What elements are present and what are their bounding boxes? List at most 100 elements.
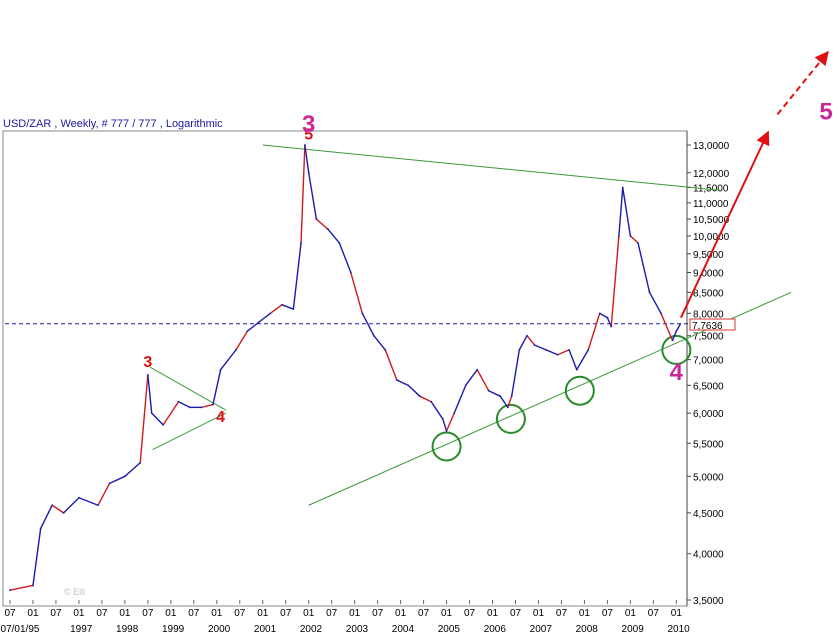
- y-tick-label: 5,0000: [693, 472, 724, 483]
- x-month-label: 01: [441, 608, 453, 619]
- series-segment: [618, 187, 624, 237]
- series-point: [139, 461, 142, 464]
- x-month-label: 01: [533, 608, 545, 619]
- series-segment: [476, 369, 490, 392]
- series-segment: [510, 349, 521, 397]
- series-segment: [281, 304, 294, 310]
- series-point: [258, 321, 260, 324]
- series-segment: [622, 187, 632, 237]
- support-circle: [495, 403, 526, 434]
- y-tick-label: 8,0000: [693, 309, 724, 320]
- y-tick-label: 13,0000: [693, 141, 730, 152]
- x-month-label: 01: [211, 608, 223, 619]
- series-point: [212, 403, 214, 406]
- series-segment: [637, 242, 651, 293]
- series-point: [372, 334, 375, 337]
- series-point: [637, 242, 639, 244]
- support-circle: [661, 334, 692, 365]
- x-year-label: 1997: [70, 624, 93, 635]
- series-point: [39, 527, 42, 530]
- series-segment: [201, 403, 214, 409]
- series-segment: [442, 418, 448, 432]
- series-segment: [315, 218, 329, 230]
- plot-area: [2, 130, 688, 607]
- x-year-label: 2008: [576, 624, 599, 635]
- series-segment: [147, 374, 153, 414]
- series-segment: [430, 401, 444, 420]
- series-point: [598, 312, 601, 315]
- series-point: [235, 348, 237, 351]
- x-month-label: 07: [648, 608, 660, 619]
- series-point: [441, 418, 444, 420]
- x-month-label: 07: [372, 608, 384, 619]
- series-point: [407, 384, 410, 387]
- y-tick-label: 7,0000: [693, 356, 724, 367]
- series-segment: [396, 379, 409, 386]
- series-segment: [419, 395, 432, 403]
- x-month-label: 07: [280, 608, 292, 619]
- series-point: [200, 406, 203, 409]
- y-tick-label: 4,0000: [693, 550, 724, 561]
- triangle-lower-line: [152, 412, 227, 451]
- series-segment: [660, 313, 674, 341]
- series-segment: [304, 144, 310, 173]
- wave-label-red: 4: [216, 409, 225, 426]
- y-tick-label: 3,5000: [693, 596, 724, 607]
- series-point: [679, 323, 682, 326]
- series-segment: [235, 330, 249, 351]
- series-segment: [568, 349, 578, 370]
- series-segment: [671, 330, 677, 341]
- x-year-label: 2000: [208, 624, 231, 635]
- watermark: © Elli: [64, 587, 85, 597]
- series-segment: [445, 412, 455, 432]
- x-month-label: 07: [4, 608, 16, 619]
- series-segment: [384, 349, 398, 381]
- x-month-label: 01: [349, 608, 361, 619]
- series-segment: [453, 385, 467, 414]
- series-point: [62, 511, 65, 514]
- series-segment: [465, 369, 478, 386]
- upper-resistance-line: [262, 144, 723, 192]
- series-segment: [97, 483, 111, 506]
- series-point: [464, 384, 467, 387]
- series-point: [671, 339, 674, 342]
- series-segment: [63, 497, 80, 514]
- series-point: [545, 348, 548, 351]
- series-segment: [300, 144, 306, 244]
- y-tick-label: 7,5000: [693, 332, 724, 343]
- series-segment: [139, 374, 149, 463]
- x-month-label: 01: [395, 608, 407, 619]
- series-point: [533, 344, 536, 347]
- y-tick-label: 9,5000: [693, 250, 724, 261]
- price-series: [9, 144, 682, 592]
- series-segment: [545, 349, 558, 356]
- x-month-label: 07: [188, 608, 200, 619]
- series-point: [246, 330, 249, 333]
- series-point: [300, 242, 302, 244]
- x-month-label: 07: [510, 608, 522, 619]
- series-point: [610, 325, 613, 328]
- series-point: [487, 389, 490, 392]
- x-year-label: 2006: [484, 624, 507, 635]
- series-segment: [220, 349, 237, 371]
- series-segment: [499, 395, 509, 408]
- series-segment: [587, 313, 601, 351]
- x-year-label: 2007: [530, 624, 553, 635]
- x-year-label: 2002: [300, 624, 323, 635]
- series-point: [9, 589, 11, 592]
- series-point: [361, 312, 364, 315]
- series-point: [78, 496, 80, 499]
- series-point: [384, 348, 387, 351]
- series-segment: [178, 401, 191, 409]
- wave-label-magenta: 5: [819, 98, 832, 125]
- series-point: [97, 504, 99, 507]
- x-year-label: 07/01/95: [1, 624, 40, 635]
- series-segment: [212, 369, 222, 405]
- series-segment: [557, 349, 570, 356]
- series-point: [430, 400, 433, 403]
- series-point: [675, 330, 678, 333]
- y-tick-label: 12,0000: [693, 169, 730, 180]
- x-month-label: 07: [464, 608, 476, 619]
- series-point: [219, 368, 222, 371]
- x-month-label: 01: [487, 608, 499, 619]
